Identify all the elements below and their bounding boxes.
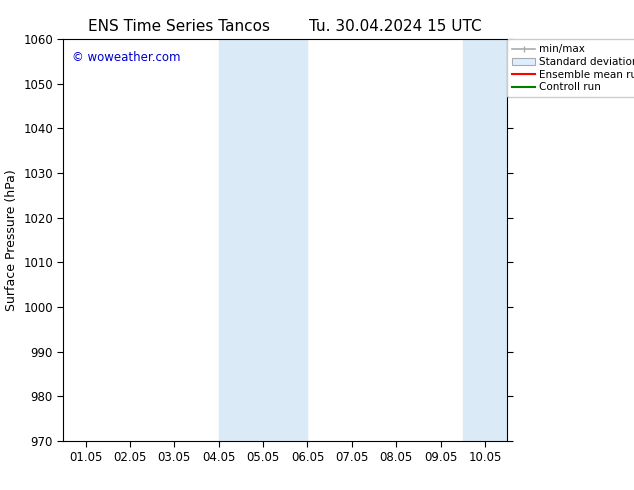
Text: © woweather.com: © woweather.com [72,51,181,64]
Bar [219,39,307,441]
Legend: min/max, Standard deviation, Ensemble mean run, Controll run: min/max, Standard deviation, Ensemble me… [507,39,634,98]
Y-axis label: Surface Pressure (hPa): Surface Pressure (hPa) [4,169,18,311]
Title: ENS Time Series Tancos        Tu. 30.04.2024 15 UTC: ENS Time Series Tancos Tu. 30.04.2024 15… [89,19,482,34]
Bar [463,39,507,441]
